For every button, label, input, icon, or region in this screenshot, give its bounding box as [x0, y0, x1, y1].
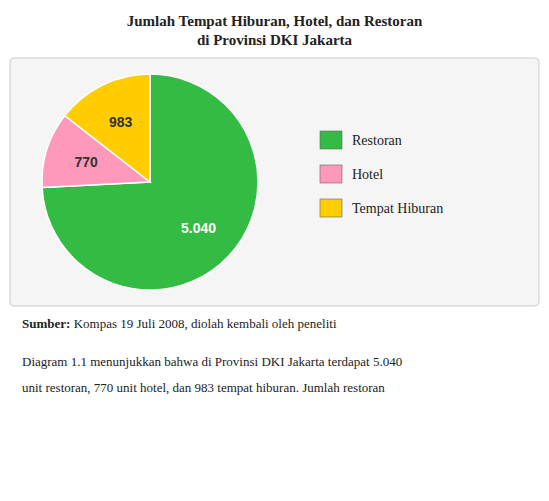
title: Jumlah Tempat Hiburan, Hotel, dan Restor…: [127, 13, 423, 29]
chart-svg: Jumlah Tempat Hiburan, Hotel, dan Restor…: [0, 0, 549, 501]
legend: Restoran Hotel Tempat Hiburan: [320, 131, 443, 217]
data-label: 983: [109, 114, 133, 130]
data-label: 5.040: [181, 220, 216, 236]
subtitle: di Provinsi DKI Jakarta: [197, 32, 353, 48]
chart-container: Jumlah Tempat Hiburan, Hotel, dan Restor…: [0, 0, 549, 501]
legend-label: Hotel: [352, 167, 383, 182]
legend-swatch: [320, 199, 342, 217]
pie-slice: [65, 74, 150, 182]
source-label: Sumber:: [22, 316, 70, 331]
data-label: 770: [74, 154, 98, 170]
legend-swatch: [320, 131, 342, 149]
data-labels: 5.040 770 983: [74, 114, 216, 236]
chart-panel: [10, 58, 539, 306]
pie-slice: [42, 74, 258, 290]
source-text: Kompas 19 Juli 2008, diolah kembali oleh…: [70, 316, 336, 331]
background: [0, 0, 549, 501]
source-note: Sumber: Kompas 19 Juli 2008, diolah kemb…: [22, 316, 337, 331]
legend-label: Tempat Hiburan: [352, 201, 443, 216]
pie: [42, 74, 258, 290]
legend-label: Restoran: [352, 133, 402, 148]
body-text: Diagram 1.1 menunjukkan bahwa di Provins…: [22, 354, 402, 369]
legend-swatch: [320, 165, 342, 183]
body-text: unit restoran, 770 unit hotel, dan 983 t…: [22, 380, 385, 395]
